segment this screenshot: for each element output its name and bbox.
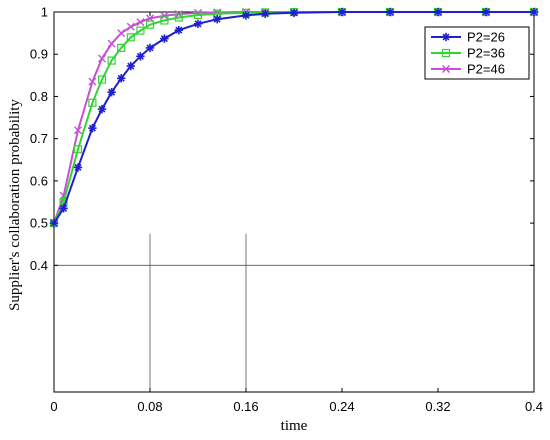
tick-labels: 0 0.08 0.16 0.24 0.32 0.4 0.4 0.5 0.6 0.7 0.8 0.9 1	[30, 5, 543, 415]
legend-entry: P2=26	[431, 30, 505, 45]
data-point	[88, 77, 97, 86]
data-point	[88, 98, 97, 107]
y-tick-label: 1	[41, 5, 48, 20]
data-point	[174, 25, 183, 35]
data-point	[160, 11, 169, 20]
data-point	[160, 34, 169, 43]
series-p2-26	[49, 7, 539, 228]
data-point	[160, 16, 169, 25]
data-point	[73, 163, 83, 172]
y-tick-label: 0.5	[30, 216, 48, 231]
y-tick-label: 0.4	[30, 258, 48, 273]
data-point	[289, 8, 299, 18]
data-point	[97, 104, 107, 114]
data-point	[73, 145, 83, 154]
data-point	[136, 18, 145, 27]
legend-label: P2=36	[467, 46, 505, 61]
data-point	[337, 7, 347, 17]
data-point	[193, 10, 203, 20]
data-point	[88, 123, 97, 133]
data-point	[126, 22, 135, 31]
data-point	[213, 14, 222, 24]
x-tick-label: 0.16	[233, 399, 258, 414]
data-point	[261, 9, 270, 18]
y-tick-label: 0.9	[30, 47, 48, 62]
legend-entry: P2=46	[431, 62, 505, 77]
data-point	[98, 54, 106, 63]
data-point	[117, 29, 126, 38]
data-point	[107, 39, 116, 48]
y-tick-label: 0.6	[30, 173, 48, 188]
x-axis-label: time	[281, 418, 308, 434]
y-tick-label: 0.8	[30, 89, 48, 104]
x-tick-label: 0.4	[525, 399, 543, 414]
data-point	[136, 52, 145, 61]
x-tick-label: 0	[50, 399, 57, 414]
data-point	[441, 32, 451, 42]
data-point	[74, 126, 82, 135]
data-point	[136, 26, 145, 35]
data-point	[193, 19, 203, 29]
series-line	[53, 11, 534, 224]
data-point	[174, 13, 183, 22]
data-point	[126, 61, 135, 71]
data-point	[385, 7, 395, 17]
data-point	[442, 65, 450, 73]
data-point	[107, 88, 116, 97]
data-point	[49, 218, 59, 228]
data-point	[145, 43, 155, 53]
data-point	[59, 204, 68, 213]
data-point	[441, 48, 451, 58]
y-tick-label: 0.7	[30, 131, 48, 146]
data-point	[433, 7, 443, 17]
legend-entry: P2=36	[431, 46, 505, 61]
x-tick-label: 0.32	[425, 399, 450, 414]
data-point	[241, 11, 251, 20]
legend-label: P2=46	[467, 62, 505, 77]
data-point	[97, 75, 107, 84]
data-point	[107, 56, 116, 65]
x-tick-label: 0.08	[137, 399, 162, 414]
data-point	[481, 7, 491, 17]
data-point	[117, 74, 126, 83]
data-point	[126, 33, 135, 42]
legend-label: P2=26	[467, 30, 505, 45]
x-tick-label: 0.24	[329, 399, 354, 414]
series-layer	[49, 7, 539, 228]
data-point	[145, 20, 155, 29]
y-axis-label: Supplier's collaboration probability	[7, 99, 23, 311]
data-point	[117, 43, 126, 52]
data-point	[529, 7, 539, 17]
